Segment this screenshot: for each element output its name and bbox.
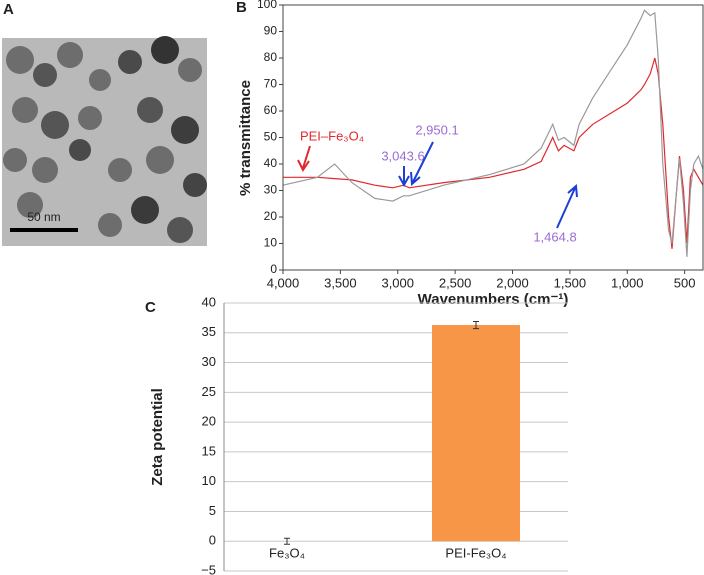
peak-annotation: 2,950.1 — [415, 122, 458, 137]
x-tick-label: 1,000 — [611, 275, 644, 290]
y-tick-label: 20 — [264, 209, 278, 223]
y-tick-label: 0 — [270, 262, 277, 276]
x-tick-label: PEI-Fe₃O₄ — [445, 545, 506, 560]
x-axis-label: Wavenumbers (cm⁻¹) — [418, 291, 569, 308]
peak-annotation: 3,043.6 — [381, 148, 424, 163]
y-tick-label: 80 — [264, 50, 278, 64]
x-tick-label: 2,500 — [439, 275, 472, 290]
y-tick-label: 90 — [264, 24, 278, 38]
series-label: PEI–Fe₃O₄ — [300, 128, 364, 143]
y-tick-label: 40 — [202, 294, 216, 309]
panel-label: A — [3, 1, 14, 18]
spectrum-line — [282, 9, 704, 257]
particles — [3, 36, 207, 243]
y-tick-label: 15 — [202, 443, 216, 458]
y-tick-label: 100 — [257, 0, 277, 11]
x-tick-label: 4,000 — [267, 275, 300, 290]
y-tick-label: 0 — [209, 533, 216, 548]
y-tick-label: 20 — [202, 414, 216, 429]
error-bar — [473, 320, 479, 330]
y-tick-label: 10 — [264, 236, 278, 250]
tem-image: 50 nm — [2, 36, 207, 246]
scale-bar — [10, 228, 78, 232]
y-tick-label: 30 — [264, 183, 278, 197]
spectrum-line — [283, 57, 704, 249]
x-tick-label: 2,000 — [496, 275, 529, 290]
y-tick-label: 25 — [202, 384, 216, 399]
y-axis-label: Zeta potential — [149, 388, 166, 486]
x-tick-label: 1,500 — [554, 275, 587, 290]
annotation-arrow — [398, 166, 410, 188]
error-bar — [284, 537, 290, 545]
peak-annotation: 1,464.8 — [533, 229, 576, 244]
x-tick-label: Fe₃O₄ — [269, 545, 305, 560]
y-tick-label: 30 — [202, 354, 216, 369]
y-tick-label: 50 — [264, 130, 278, 144]
bar — [432, 325, 520, 542]
scale-bar-label: 50 nm — [27, 210, 60, 224]
y-tick-label: 5 — [209, 503, 216, 518]
y-tick-label: 35 — [202, 324, 216, 339]
panel-label: C — [145, 299, 156, 316]
annotation-arrow — [556, 183, 578, 229]
y-tick-label: −5 — [201, 562, 216, 575]
y-tick-label: 40 — [264, 156, 278, 170]
x-tick-label: 500 — [674, 275, 696, 290]
panel-label: B — [236, 0, 247, 16]
x-tick-label: 3,000 — [381, 275, 414, 290]
y-tick-label: 60 — [264, 103, 278, 117]
x-tick-label: 3,500 — [324, 275, 357, 290]
annotation-arrow — [410, 141, 434, 187]
y-axis-label: % transmittance — [237, 80, 254, 196]
y-tick-label: 10 — [202, 473, 216, 488]
annotation-arrow — [297, 145, 311, 172]
y-tick-label: 70 — [264, 77, 278, 91]
